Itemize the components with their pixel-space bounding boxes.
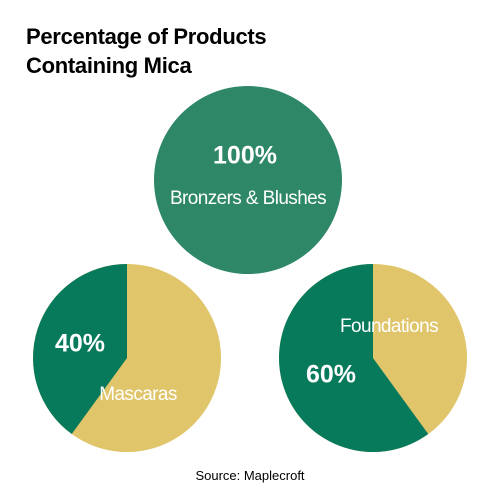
pie-category-label-bronzers-blushes: Bronzers & Blushes — [170, 188, 326, 209]
pie-slice-mica-mascaras — [33, 264, 127, 435]
pie-value-label-mascaras: 40% — [55, 330, 105, 358]
pie-value-label-foundations: 60% — [306, 361, 356, 389]
chart-title: Percentage of Products Containing Mica — [26, 22, 466, 80]
pie-slice-mica-foundations — [278, 264, 429, 452]
pie-category-label-foundations: Foundations — [340, 316, 438, 337]
chart-title-line-2: Containing Mica — [26, 53, 192, 78]
source-note: Source: Maplecroft — [195, 468, 305, 483]
pie-value-label-bronzers-blushes: 100% — [213, 142, 277, 170]
chart-title-line-1: Percentage of Products — [26, 24, 267, 49]
pie-slice-mica-bronzers-blushes — [154, 86, 342, 274]
pie-category-label-mascaras: Mascaras — [99, 384, 177, 405]
